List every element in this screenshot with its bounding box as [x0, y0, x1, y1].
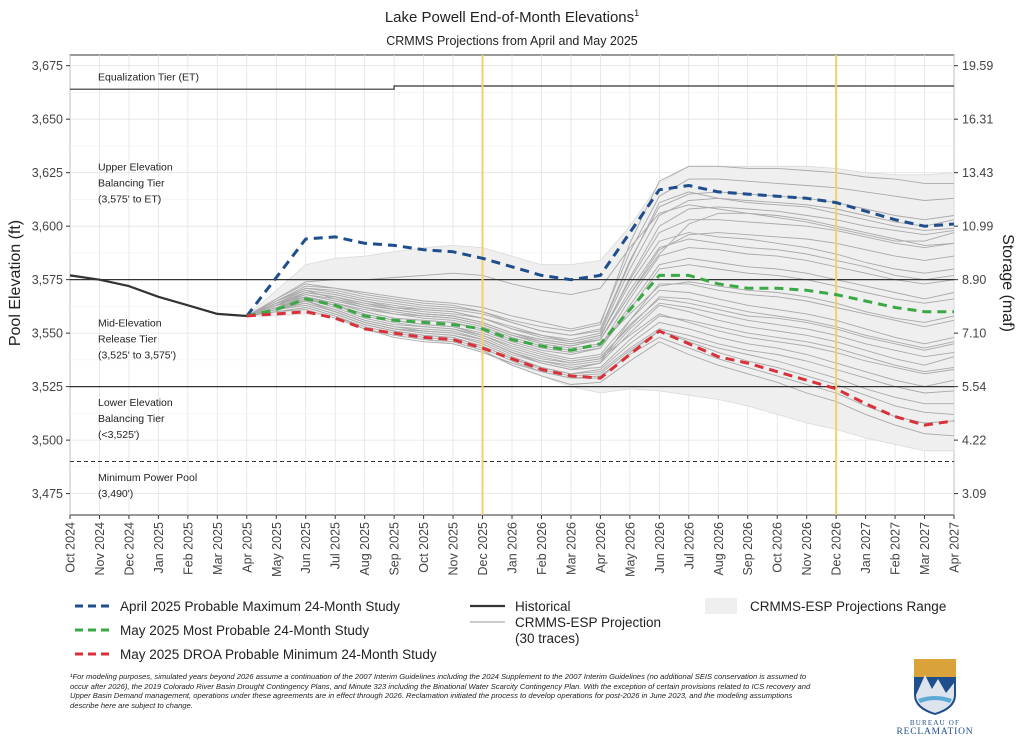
series-line	[69, 274, 247, 318]
x-tick-label: Dec 2026	[830, 522, 844, 576]
x-tick-label: Apr 2025	[240, 522, 254, 573]
equalization-tier-line	[70, 85, 954, 90]
tier-label: (3,525' to 3,575')	[98, 350, 176, 362]
y2-axis-label: Storage (maf)	[999, 234, 1016, 332]
tier-label: Release Tier	[98, 334, 157, 346]
x-tick-label: Jun 2026	[653, 522, 667, 573]
x-tick-label: Aug 2025	[358, 522, 372, 576]
legend-label: Historical	[515, 599, 571, 614]
series-line	[246, 310, 955, 427]
chart-title-text: Lake Powell End-of-Month Elevations	[385, 9, 634, 26]
tier-label: (3,490')	[98, 488, 133, 500]
x-tick-label: Nov 2025	[447, 522, 461, 576]
x-tick-label: Mar 2026	[564, 522, 578, 575]
y-tick-label: 3,500	[32, 434, 63, 448]
x-tick-label: Jan 2026	[506, 522, 520, 573]
x-tick-label: Feb 2027	[889, 522, 903, 575]
y2-tick-label: 4.22	[962, 434, 986, 448]
y-tick-label: 3,525	[32, 380, 63, 394]
tier-label: Minimum Power Pool	[98, 472, 197, 484]
logo-mountain-icon	[916, 675, 954, 713]
x-tick-label: Sep 2026	[741, 522, 755, 576]
x-tick-label: Jul 2025	[329, 522, 343, 569]
y-tick-label: 3,575	[32, 273, 63, 287]
y-tick-label: 3,475	[32, 487, 63, 501]
legend: April 2025 Probable Maximum 24-Month Stu…	[75, 598, 946, 662]
tier-label: Lower Elevation	[98, 397, 173, 409]
x-tick-label: Jan 2025	[152, 522, 166, 573]
chart-title: Lake Powell End-of-Month Elevations1	[385, 8, 639, 26]
y-tick-label: 3,650	[32, 113, 63, 127]
tier-label: Upper Elevation	[98, 162, 173, 174]
footnote: ¹For modeling purposes, simulated years …	[70, 672, 811, 710]
y2-tick-label: 16.31	[962, 113, 993, 127]
legend-label: (30 traces)	[515, 631, 580, 646]
x-tick-label: Feb 2026	[535, 522, 549, 575]
x-tick-label: Nov 2024	[93, 522, 107, 576]
y2-tick-label: 8.90	[962, 273, 986, 287]
logo-sun-icon	[914, 659, 956, 677]
x-tick-label: Oct 2026	[771, 522, 785, 573]
legend-label: April 2025 Probable Maximum 24-Month Stu…	[120, 599, 400, 614]
tier-label: Balancing Tier	[98, 178, 165, 190]
x-tick-label: Dec 2025	[476, 522, 490, 576]
x-tick-label: Nov 2026	[800, 522, 814, 576]
x-tick-label: Jan 2027	[859, 522, 873, 573]
tier-label: (<3,525')	[98, 429, 139, 441]
x-tick-label: Aug 2026	[712, 522, 726, 576]
y-tick-label: 3,550	[32, 327, 63, 341]
y2-tick-label: 10.99	[962, 220, 993, 234]
series-line	[246, 273, 954, 352]
series-line	[245, 184, 955, 317]
y2-tick-label: 5.54	[962, 380, 986, 394]
chart-title-superscript: 1	[634, 8, 639, 18]
legend-label: CRMMS-ESP Projection	[515, 615, 661, 630]
x-tick-label: Oct 2024	[64, 522, 78, 573]
logo-line1: BUREAU OF	[910, 719, 960, 727]
tier-label: (3,575' to ET)	[98, 194, 161, 206]
y2-tick-label: 13.43	[962, 166, 993, 180]
x-tick-label: Apr 2027	[948, 522, 962, 573]
y2-tick-label: 7.10	[962, 327, 986, 341]
tier-label: Mid-Elevation	[98, 318, 162, 330]
x-tick-label: Apr 2026	[594, 522, 608, 573]
axes: 3,475 3,500 3,525 3,550 3,575 3,600 3,625 3,650…	[32, 59, 994, 577]
highlight-vlines	[481, 55, 838, 515]
study-series	[69, 184, 955, 427]
y-tick-label: 3,625	[32, 166, 63, 180]
x-tick-label: Jun 2025	[299, 522, 313, 573]
tier-lines	[70, 85, 954, 463]
legend-label: May 2025 DROA Probable Minimum 24-Month …	[120, 647, 437, 662]
y2-tick-label: 19.59	[962, 59, 993, 73]
x-tick-label: Dec 2024	[122, 522, 136, 576]
tier-label: Balancing Tier	[98, 413, 165, 425]
legend-label: CRMMS-ESP Projections Range	[750, 599, 946, 614]
y-tick-label: 3,675	[32, 59, 63, 73]
legend-label: May 2025 Most Probable 24-Month Study	[120, 623, 369, 638]
logo-line2: RECLAMATION	[897, 727, 974, 735]
logo-water-icon	[918, 696, 952, 703]
reclamation-logo: BUREAU OF RECLAMATION	[897, 659, 974, 735]
tier-labels: Equalization Tier (ET) Upper Elevation Ba…	[98, 72, 199, 500]
tier-label: Equalization Tier (ET)	[98, 72, 199, 84]
y-axis-label: Pool Elevation (ft)	[7, 220, 24, 346]
legend-swatch	[705, 598, 737, 614]
x-tick-label: Mar 2025	[211, 522, 225, 575]
y-tick-label: 3,600	[32, 220, 63, 234]
x-tick-label: May 2026	[623, 522, 637, 577]
x-tick-label: Sep 2025	[388, 522, 402, 576]
x-tick-label: Mar 2027	[918, 522, 932, 575]
x-tick-label: Jul 2026	[682, 522, 696, 569]
x-tick-label: Oct 2025	[417, 522, 431, 573]
x-tick-label: Feb 2025	[181, 522, 195, 575]
y2-tick-label: 3.09	[962, 487, 986, 501]
x-tick-label: May 2025	[270, 522, 284, 577]
chart-subtitle: CRMMS Projections from April and May 202…	[386, 34, 638, 48]
